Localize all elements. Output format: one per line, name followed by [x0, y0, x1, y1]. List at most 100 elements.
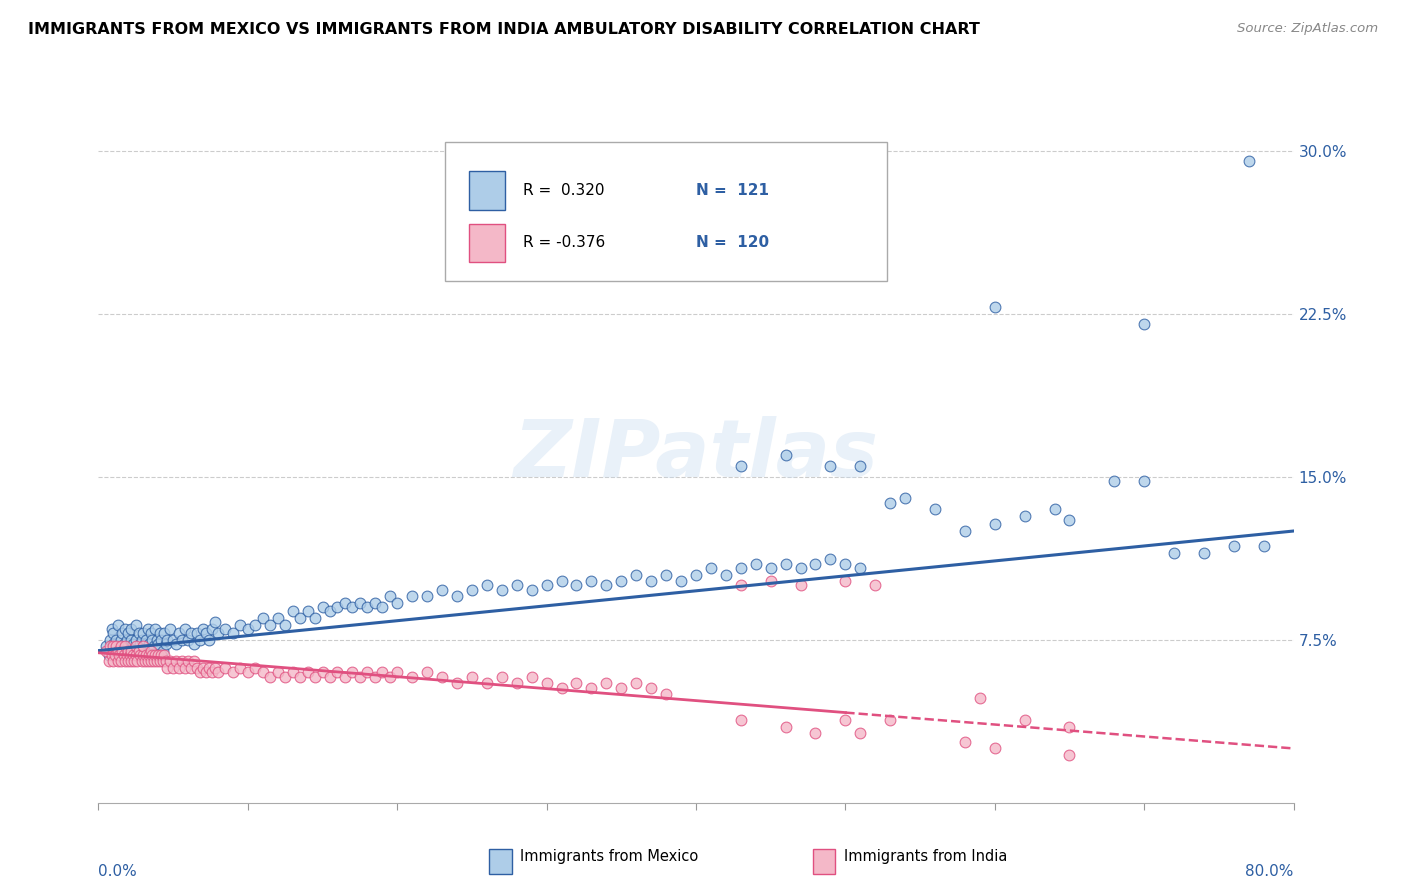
Point	[311, 600, 333, 615]
Point	[103, 626, 125, 640]
Point	[281, 605, 304, 619]
Text: 80.0%: 80.0%	[1246, 863, 1294, 879]
Point	[475, 676, 498, 690]
Point	[953, 735, 976, 749]
Point	[117, 639, 139, 653]
Point	[127, 643, 149, 657]
Point	[595, 578, 617, 592]
Point	[156, 661, 179, 675]
Point	[162, 632, 184, 647]
Text: IMMIGRANTS FROM MEXICO VS IMMIGRANTS FROM INDIA AMBULATORY DISABILITY CORRELATIO: IMMIGRANTS FROM MEXICO VS IMMIGRANTS FRO…	[28, 22, 980, 37]
Point	[349, 670, 371, 684]
Point	[430, 582, 453, 597]
Point	[139, 626, 162, 640]
Point	[136, 655, 159, 669]
Point	[259, 617, 281, 632]
Point	[789, 578, 811, 592]
Point	[183, 655, 205, 669]
Point	[156, 632, 179, 647]
Point	[759, 561, 782, 575]
Point	[1059, 747, 1081, 762]
Point	[1014, 713, 1036, 727]
Point	[129, 648, 152, 662]
Point	[1237, 154, 1260, 169]
FancyBboxPatch shape	[470, 171, 505, 210]
Point	[174, 661, 197, 675]
Point	[236, 665, 259, 680]
Point	[159, 622, 181, 636]
Point	[155, 637, 177, 651]
Point	[180, 626, 202, 640]
Point	[520, 582, 543, 597]
Point	[118, 643, 141, 657]
Point	[153, 648, 176, 662]
Point	[626, 567, 648, 582]
Point	[640, 681, 662, 695]
Point	[371, 665, 394, 680]
Point	[879, 713, 901, 727]
Point	[669, 574, 692, 588]
Point	[139, 643, 162, 657]
Point	[610, 574, 633, 588]
Point	[141, 632, 163, 647]
Point	[461, 582, 484, 597]
Point	[349, 596, 371, 610]
Point	[319, 670, 342, 684]
Point	[214, 622, 236, 636]
Point	[834, 557, 856, 571]
Point	[401, 589, 423, 603]
Text: R = -0.376: R = -0.376	[523, 235, 605, 251]
Point	[110, 639, 132, 653]
Point	[191, 622, 214, 636]
Point	[112, 648, 135, 662]
Point	[117, 626, 139, 640]
Point	[401, 670, 423, 684]
Point	[730, 458, 752, 473]
Point	[364, 596, 387, 610]
Point	[820, 458, 842, 473]
Point	[626, 676, 648, 690]
Point	[97, 655, 120, 669]
Point	[319, 605, 342, 619]
Point	[229, 617, 252, 632]
Point	[288, 670, 311, 684]
Point	[267, 665, 290, 680]
Point	[281, 665, 304, 680]
Point	[789, 561, 811, 575]
Point	[117, 643, 139, 657]
Point	[1192, 546, 1215, 560]
Point	[112, 637, 135, 651]
Point	[121, 637, 143, 651]
Point	[252, 665, 274, 680]
Point	[101, 648, 124, 662]
Point	[550, 574, 572, 588]
Point	[132, 639, 155, 653]
Point	[136, 622, 159, 636]
Point	[288, 611, 311, 625]
Text: Immigrants from Mexico: Immigrants from Mexico	[520, 849, 699, 863]
Point	[138, 637, 160, 651]
Point	[222, 626, 245, 640]
Point	[177, 632, 200, 647]
Point	[655, 567, 678, 582]
Point	[759, 574, 782, 588]
Point	[118, 648, 141, 662]
FancyBboxPatch shape	[444, 142, 887, 281]
Point	[297, 605, 319, 619]
Point	[730, 561, 752, 575]
Point	[252, 611, 274, 625]
Point	[745, 557, 768, 571]
Point	[125, 617, 148, 632]
Point	[834, 713, 856, 727]
Point	[132, 648, 155, 662]
Point	[100, 632, 122, 647]
Point	[107, 648, 129, 662]
Point	[849, 458, 872, 473]
Point	[1014, 508, 1036, 523]
Point	[103, 655, 125, 669]
Point	[180, 661, 202, 675]
Point	[475, 578, 498, 592]
Point	[371, 600, 394, 615]
Point	[1059, 513, 1081, 527]
Point	[143, 648, 166, 662]
